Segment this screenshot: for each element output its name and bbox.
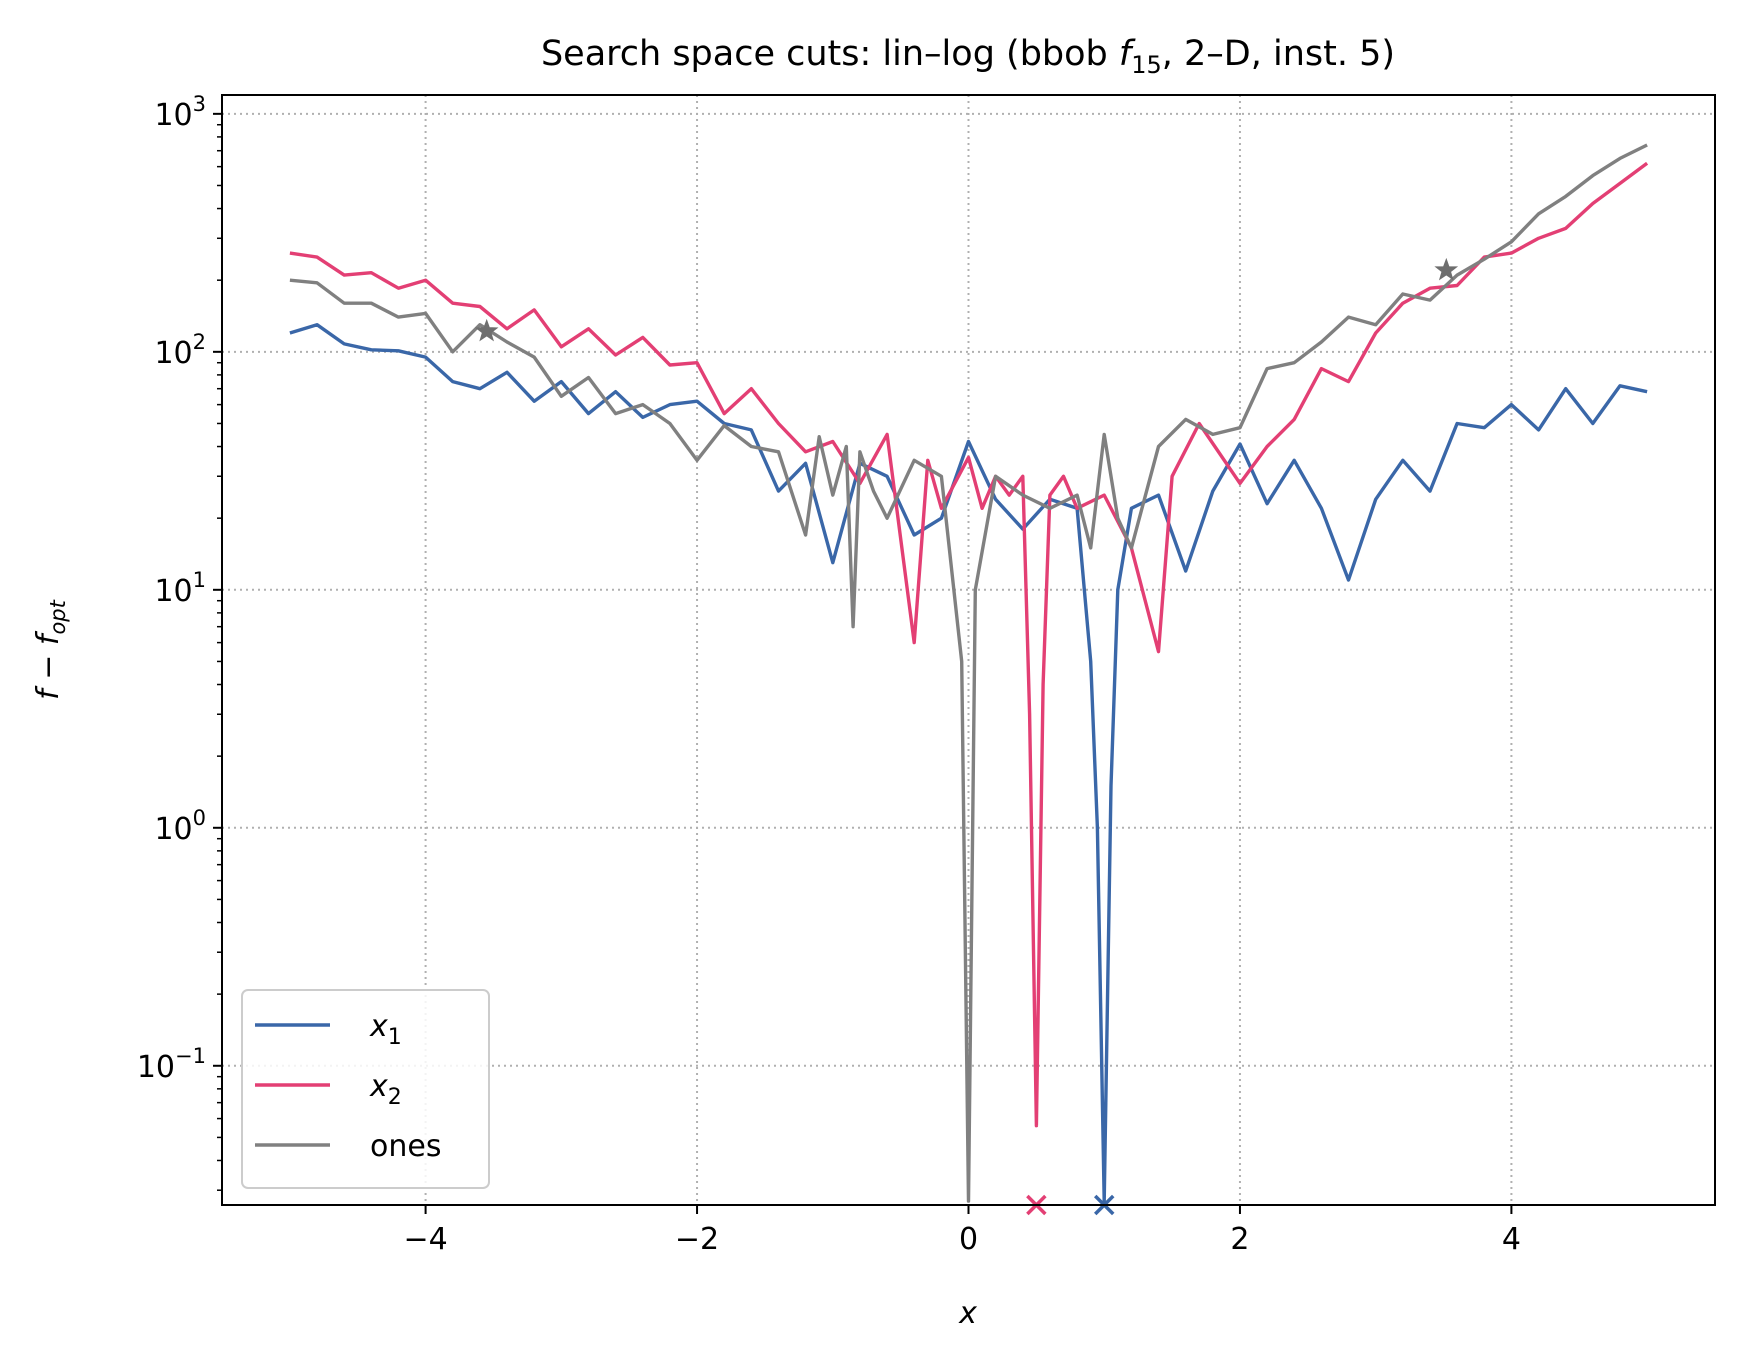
y-tick-label: 10−1 <box>137 1044 206 1085</box>
x-tick-label: −2 <box>675 1222 719 1257</box>
y-axis-label-sub: opt <box>46 599 70 634</box>
title-func-sub: 15 <box>1131 51 1162 79</box>
chart-title: Search space cuts: lin–log (bbob f15, 2–… <box>541 34 1395 79</box>
title-suffix: , 2–D, inst. 5) <box>1162 34 1395 74</box>
legend-label: x1 <box>369 1009 402 1050</box>
legend-item-x2: x2 <box>255 1069 402 1110</box>
y-axis-label: f − fopt <box>31 599 70 700</box>
series-line-x2 <box>289 161 1649 1128</box>
legend-label: x2 <box>369 1069 402 1110</box>
series-lines <box>289 143 1649 1203</box>
star-marker <box>474 318 499 342</box>
y-tick-label: 101 <box>154 568 206 609</box>
legend-box <box>241 989 490 1189</box>
x-tick-label: 0 <box>959 1222 978 1257</box>
y-tick-label: 103 <box>154 92 206 133</box>
y-tick-label: 100 <box>154 806 206 847</box>
x-axis-ticks: −4 −2 0 2 4 <box>403 1205 1521 1257</box>
star-marker <box>1434 257 1459 281</box>
y-axis-ticks: 10−1 100 101 102 103 <box>137 92 222 1191</box>
x-axis-label: x <box>958 1296 977 1331</box>
x-tick-label: 4 <box>1502 1222 1521 1257</box>
title-prefix: Search space cuts: lin–log (bbob <box>541 34 1119 74</box>
series-line-ones <box>289 143 1648 1203</box>
legend-item-ones: ones <box>255 1129 441 1164</box>
y-tick-label: 102 <box>154 330 206 371</box>
y-axis-label-main: f − f <box>31 630 66 700</box>
legend-label: ones <box>370 1129 441 1164</box>
x-tick-label: 2 <box>1230 1222 1249 1257</box>
legend: x1 x2 ones <box>241 989 490 1189</box>
x-tick-label: −4 <box>403 1222 447 1257</box>
legend-item-x1: x1 <box>255 1009 402 1050</box>
